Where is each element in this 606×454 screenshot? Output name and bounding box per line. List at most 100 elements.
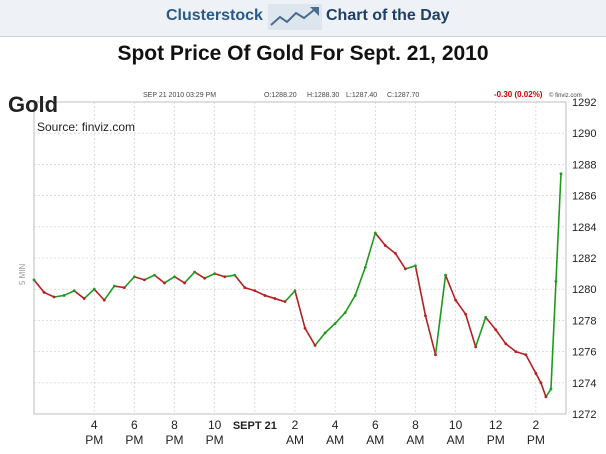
header-bar: Clusterstock Chart of the Day	[0, 0, 606, 37]
series-segment	[364, 232, 377, 269]
data-point	[534, 372, 538, 375]
series-segment	[424, 314, 437, 356]
data-point	[223, 275, 227, 279]
data-point	[273, 297, 277, 300]
data-point	[444, 273, 447, 277]
data-point	[163, 281, 166, 285]
series-segment	[53, 294, 65, 298]
x-tick-label: 4	[332, 418, 339, 432]
data-point	[233, 273, 237, 277]
y-tick-label: 1274	[572, 378, 596, 390]
x-tick-label: AM	[326, 433, 344, 447]
series-segment	[464, 313, 477, 348]
series-segment	[454, 299, 467, 315]
high-value: H:1288.30	[307, 92, 339, 99]
y-tick-label: 1290	[572, 128, 596, 140]
series-segment	[525, 353, 537, 375]
page-title: Spot Price Of Gold For Sept. 21, 2010	[117, 42, 489, 65]
data-point	[122, 286, 126, 290]
series-segment	[515, 350, 527, 356]
series-segment	[43, 291, 55, 298]
symbol-label: Gold	[8, 92, 58, 117]
series-segment	[223, 274, 236, 278]
series-segment	[304, 327, 316, 347]
series-segment	[474, 316, 487, 348]
x-tick-label: 6	[131, 418, 138, 432]
data-point	[544, 395, 548, 399]
timestamp-label: SEP 21 2010 03:29 PM	[143, 92, 216, 99]
x-tick-label: 2	[533, 418, 540, 432]
series-segment	[394, 252, 407, 270]
open-value: O:1288.20	[264, 92, 297, 99]
series-segment	[334, 311, 346, 325]
chart-trend-icon	[268, 4, 322, 30]
x-tick-label: AM	[366, 433, 384, 447]
series-segment	[484, 316, 497, 331]
data-point	[494, 328, 498, 332]
series-segment	[314, 332, 326, 347]
data-point	[263, 294, 267, 297]
interval-label: 5 MIN	[18, 263, 27, 285]
x-tick-label: 10	[449, 418, 463, 432]
series-segment	[83, 288, 96, 300]
data-point	[213, 272, 217, 275]
data-point	[283, 300, 287, 304]
x-tick-label: PM	[487, 433, 505, 447]
series-segment	[294, 289, 306, 330]
y-tick-label: 1292	[572, 97, 596, 109]
chart-series	[32, 172, 563, 399]
chart-grid	[33, 101, 567, 415]
series-segment	[213, 272, 226, 278]
y-tick-label: 1282	[572, 253, 596, 265]
chart-of-the-day-label: Chart of the Day	[326, 7, 450, 24]
series-segment	[193, 271, 206, 280]
y-tick-label: 1276	[572, 347, 596, 359]
watermark-label: © finviz.com	[549, 92, 582, 99]
series-segment	[555, 172, 562, 283]
data-point	[393, 251, 397, 255]
y-tick-label: 1288	[572, 159, 596, 171]
data-point	[363, 265, 367, 269]
data-point	[424, 314, 427, 318]
low-value: L:1287.40	[346, 92, 377, 99]
series-segment	[535, 372, 542, 384]
series-segment	[153, 274, 166, 284]
y-tick-label: 1286	[572, 191, 596, 203]
data-point	[559, 172, 563, 176]
series-segment	[133, 275, 146, 281]
series-segment	[163, 275, 176, 284]
series-segment	[103, 285, 116, 301]
data-point	[383, 244, 387, 247]
series-segment	[233, 274, 246, 289]
data-point	[293, 289, 297, 293]
data-point	[333, 322, 337, 325]
series-segment	[143, 274, 156, 281]
data-point	[474, 345, 478, 349]
series-segment	[344, 294, 357, 314]
series-segment	[284, 289, 296, 303]
change-value: -0.30 (0.02%)	[494, 90, 543, 99]
x-tick-label: PM	[206, 433, 224, 447]
data-point	[353, 294, 357, 297]
y-tick-label: 1280	[572, 284, 596, 296]
series-segment	[203, 272, 216, 280]
series-segment	[494, 328, 507, 345]
data-point	[32, 278, 36, 282]
data-point	[62, 294, 66, 297]
data-point	[72, 289, 76, 293]
series-segment	[384, 244, 397, 255]
series-segment	[33, 279, 45, 294]
x-tick-label: 2	[292, 418, 299, 432]
series-segment	[414, 264, 427, 317]
data-point	[92, 287, 96, 291]
data-point	[539, 381, 543, 385]
data-point	[554, 280, 558, 283]
x-tick-label: 4	[91, 418, 98, 432]
data-point	[112, 284, 116, 288]
data-point	[514, 350, 518, 353]
data-point	[343, 311, 347, 314]
series-segment	[73, 289, 85, 300]
series-segment	[93, 288, 106, 301]
x-tick-label: AM	[406, 433, 424, 447]
